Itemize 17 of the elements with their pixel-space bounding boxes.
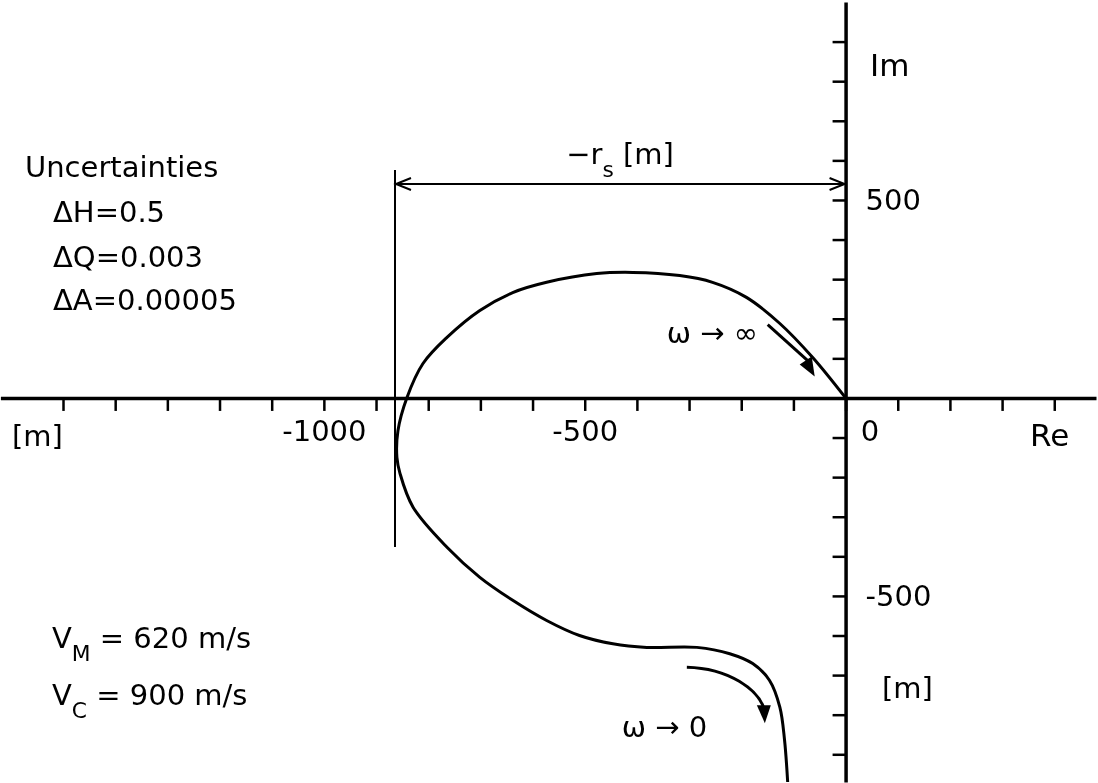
x-tick-label: -1000 [282,413,367,448]
annotation: ω → ∞ [666,315,758,350]
x-axis-title: Re [1030,417,1070,453]
annotation: ΔH=0.5 [53,195,166,229]
annotation: ω → 0 [621,710,708,745]
annotation: ΔA=0.00005 [53,283,237,317]
annotation: [m] [12,419,63,453]
x-tick-label: 0 [860,413,880,448]
x-tick-label: -500 [552,413,619,448]
y-tick-label: 500 [865,182,921,217]
y-axis-title: Im [870,47,910,83]
annotation: V$_{C}$ = 900 m/s [52,678,248,723]
annotation: −r$_{s}$ [m] [566,137,674,182]
annotation: ΔQ=0.003 [53,240,203,274]
annotation: V$_{M}$ = 620 m/s [52,621,252,666]
annotation: Uncertainties [25,150,219,184]
annotation: [m] [882,671,933,705]
